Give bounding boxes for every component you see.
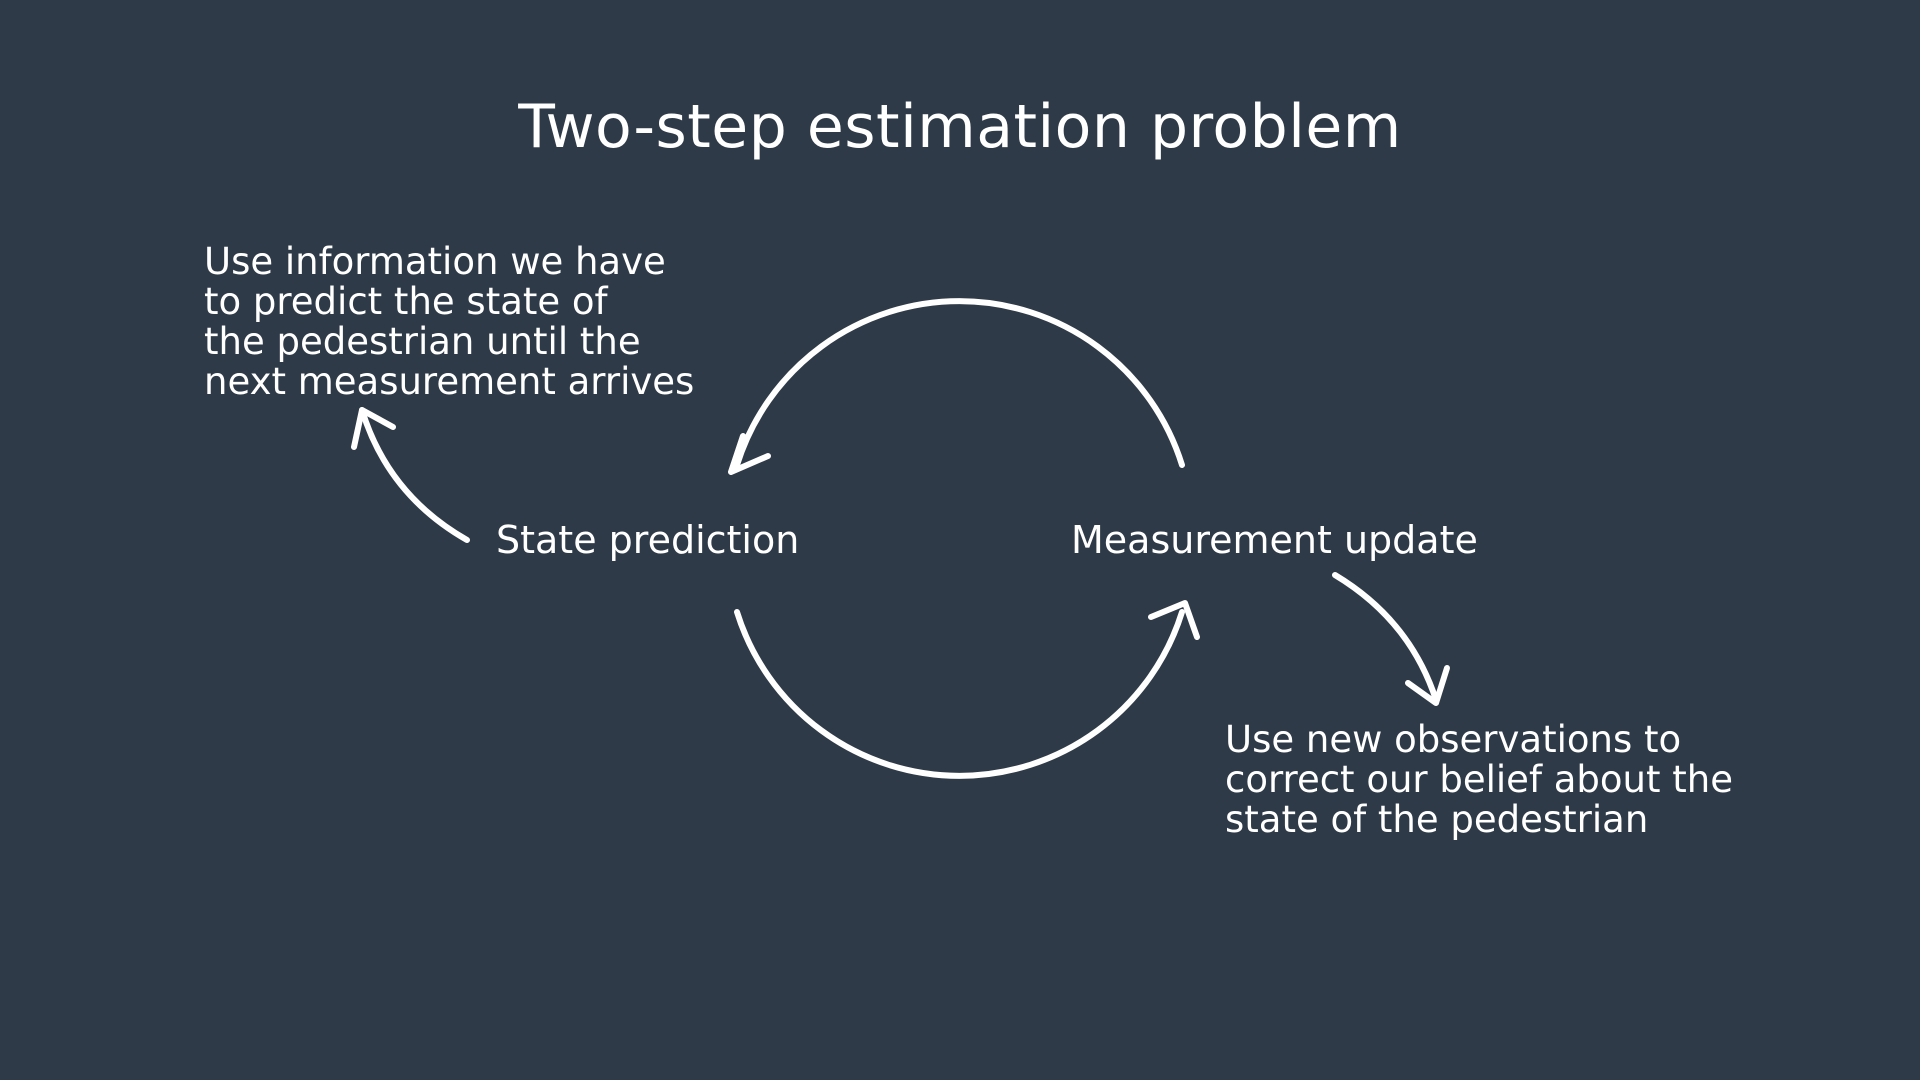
prediction-note-arrowhead	[351, 407, 396, 450]
prediction-note-arrow	[359, 407, 470, 543]
update-note-line: correct our belief about the	[1225, 758, 1733, 801]
prediction-note: Use information we have to predict the s…	[204, 242, 694, 402]
top-cycle-arrowhead	[728, 433, 771, 475]
bottom-cycle-arrow	[734, 609, 1185, 779]
bottom-cycle-arrowhead	[1148, 600, 1200, 640]
update-note-line: Use new observations to	[1225, 718, 1682, 761]
update-note-line: state of the pedestrian	[1225, 798, 1649, 841]
slide-title: Two-step estimation problem	[518, 92, 1402, 162]
state-prediction-label: State prediction	[496, 518, 800, 562]
prediction-note-line: the pedestrian until the	[204, 320, 641, 363]
prediction-note-line: Use information we have	[204, 240, 666, 283]
prediction-note-line: to predict the state of	[204, 280, 608, 323]
top-cycle-arrow	[734, 298, 1185, 468]
update-note: Use new observations to correct our beli…	[1225, 720, 1733, 840]
measurement-update-label: Measurement update	[1071, 518, 1478, 562]
update-note-arrowhead	[1405, 665, 1450, 706]
update-note-arrow	[1332, 572, 1439, 703]
prediction-note-line: next measurement arrives	[204, 360, 695, 403]
